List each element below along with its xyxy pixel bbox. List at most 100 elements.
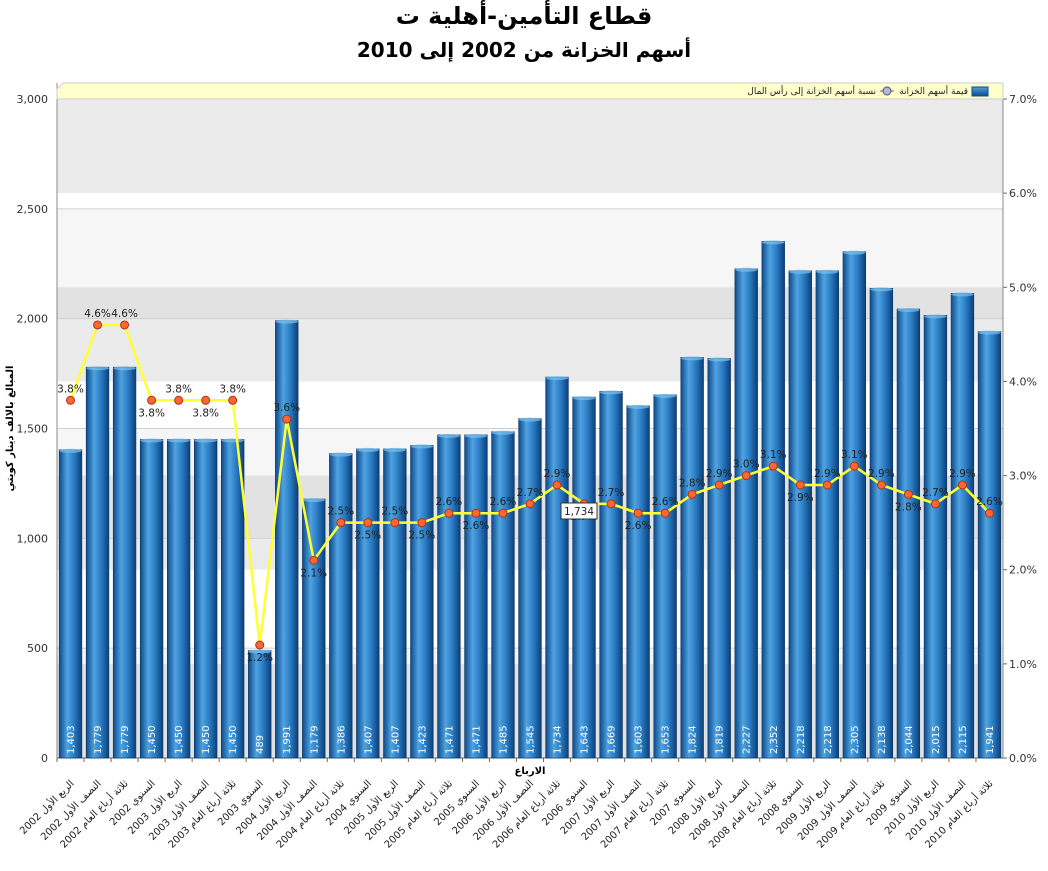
- ratio-point: [552, 480, 562, 490]
- bar: [139, 439, 164, 759]
- bar-value-label: 1,824: [688, 725, 699, 754]
- bar-value-label: 1,407: [390, 725, 401, 754]
- ratio-point: [66, 395, 76, 405]
- y-tick-label: 2,500: [17, 203, 49, 216]
- bar: [626, 405, 650, 759]
- legend-marker-swatch: [882, 86, 892, 96]
- ratio-point: [984, 508, 994, 518]
- ratio-point-label: 2.9%: [544, 468, 571, 480]
- y-axis-title: المبالغ بالالف دينار كويتي: [5, 366, 16, 492]
- bar-cap: [626, 404, 650, 409]
- bar-value-label: 2,044: [904, 725, 915, 754]
- bar-cap: [410, 444, 434, 449]
- bar-cap: [464, 433, 488, 438]
- bar-cap: [734, 267, 758, 272]
- ratio-point-label: 2.8%: [895, 501, 922, 513]
- bar-cap: [248, 649, 272, 654]
- ratio-point-label: 2.7%: [517, 487, 544, 499]
- ratio-point: [120, 320, 130, 330]
- bar-cap: [383, 447, 407, 452]
- bar-value-label: 489: [255, 735, 266, 754]
- legend-box: [56, 82, 1004, 100]
- legend-bar-label: قيمة أسهم الخزانة: [899, 85, 968, 97]
- bar-value-label: 1,386: [336, 725, 347, 754]
- bar-cap: [870, 287, 893, 292]
- bar-value-label: 1,450: [147, 725, 158, 754]
- ratio-point-label: 3.0%: [733, 459, 760, 471]
- bar-cap: [221, 438, 245, 443]
- bar-cap: [329, 452, 353, 457]
- ratio-point-label: 2.7%: [598, 487, 625, 499]
- ratio-point-label: 3.8%: [192, 407, 219, 419]
- bar-cap: [815, 269, 839, 274]
- ratio-point: [201, 395, 211, 405]
- bar: [275, 320, 299, 759]
- bar-cap: [788, 269, 812, 274]
- ratio-point: [174, 395, 184, 405]
- bar-value-label: 1,734: [553, 725, 564, 754]
- ratio-point: [444, 508, 454, 518]
- bar: [761, 241, 785, 759]
- bar-cap: [924, 314, 947, 319]
- ratio-point: [660, 508, 670, 518]
- ratio-point: [309, 555, 319, 565]
- ratio-point: [822, 480, 832, 490]
- ratio-point: [390, 518, 400, 528]
- bar: [545, 376, 569, 759]
- bar-value-label: 1,545: [526, 725, 537, 754]
- ratio-point-label: 3.1%: [841, 449, 868, 461]
- ratio-point-label: 2.9%: [868, 468, 895, 480]
- ratio-point: [417, 518, 427, 528]
- bar-cap: [653, 393, 677, 398]
- bar: [572, 396, 596, 759]
- bar-cap: [897, 308, 920, 313]
- y-tick-label: 3,000: [17, 93, 49, 106]
- bar-value-label: 1,819: [715, 725, 726, 754]
- bar-value-label: 1,450: [174, 725, 185, 754]
- y2-tick-label: 7.0%: [1009, 93, 1037, 106]
- ratio-point: [606, 499, 616, 509]
- ratio-point: [795, 480, 805, 490]
- ratio-point-label: 2.5%: [327, 506, 354, 518]
- legend-bar-swatch: [971, 86, 989, 97]
- bar-cap: [599, 390, 623, 395]
- ratio-point-label: 2.5%: [409, 530, 436, 542]
- bar: [950, 293, 975, 759]
- bar: [194, 439, 218, 759]
- ratio-point-label: 2.6%: [652, 496, 679, 508]
- bar: [923, 315, 948, 759]
- bar: [896, 308, 921, 759]
- bar: [977, 331, 1002, 759]
- bar: [329, 453, 353, 759]
- bar: [680, 357, 704, 759]
- ratio-point: [525, 499, 535, 509]
- bar: [491, 431, 515, 759]
- bar-cap: [113, 366, 136, 371]
- bar-value-label: 1,779: [93, 725, 104, 754]
- bar: [599, 391, 623, 759]
- bar: [383, 448, 407, 759]
- bar: [58, 449, 83, 759]
- bar: [437, 434, 461, 759]
- bar-value-label: 2,305: [850, 725, 861, 754]
- bar-value-label: 2,218: [823, 725, 834, 754]
- tooltip-text: 1,734: [564, 506, 594, 518]
- bar-value-label: 1,450: [201, 725, 212, 754]
- bar-value-label: 2,138: [877, 725, 888, 754]
- plot-band: [57, 99, 1003, 194]
- bar-cap: [167, 438, 190, 443]
- ratio-point-label: 2.7%: [922, 487, 949, 499]
- bar-cap: [518, 417, 542, 422]
- bar-cap: [437, 433, 461, 438]
- bar-cap: [302, 498, 326, 503]
- bar-cap: [194, 438, 218, 443]
- ratio-point: [957, 480, 967, 490]
- bar-cap: [842, 250, 866, 255]
- ratio-point-label: 2.5%: [354, 530, 381, 542]
- ratio-point-label: 2.6%: [490, 496, 517, 508]
- bar-value-label: 1,450: [228, 725, 239, 754]
- bar-value-label: 1,403: [66, 725, 77, 754]
- bar: [788, 270, 812, 759]
- ratio-point-label: 2.6%: [463, 520, 490, 532]
- ratio-point-label: 3.1%: [760, 449, 787, 461]
